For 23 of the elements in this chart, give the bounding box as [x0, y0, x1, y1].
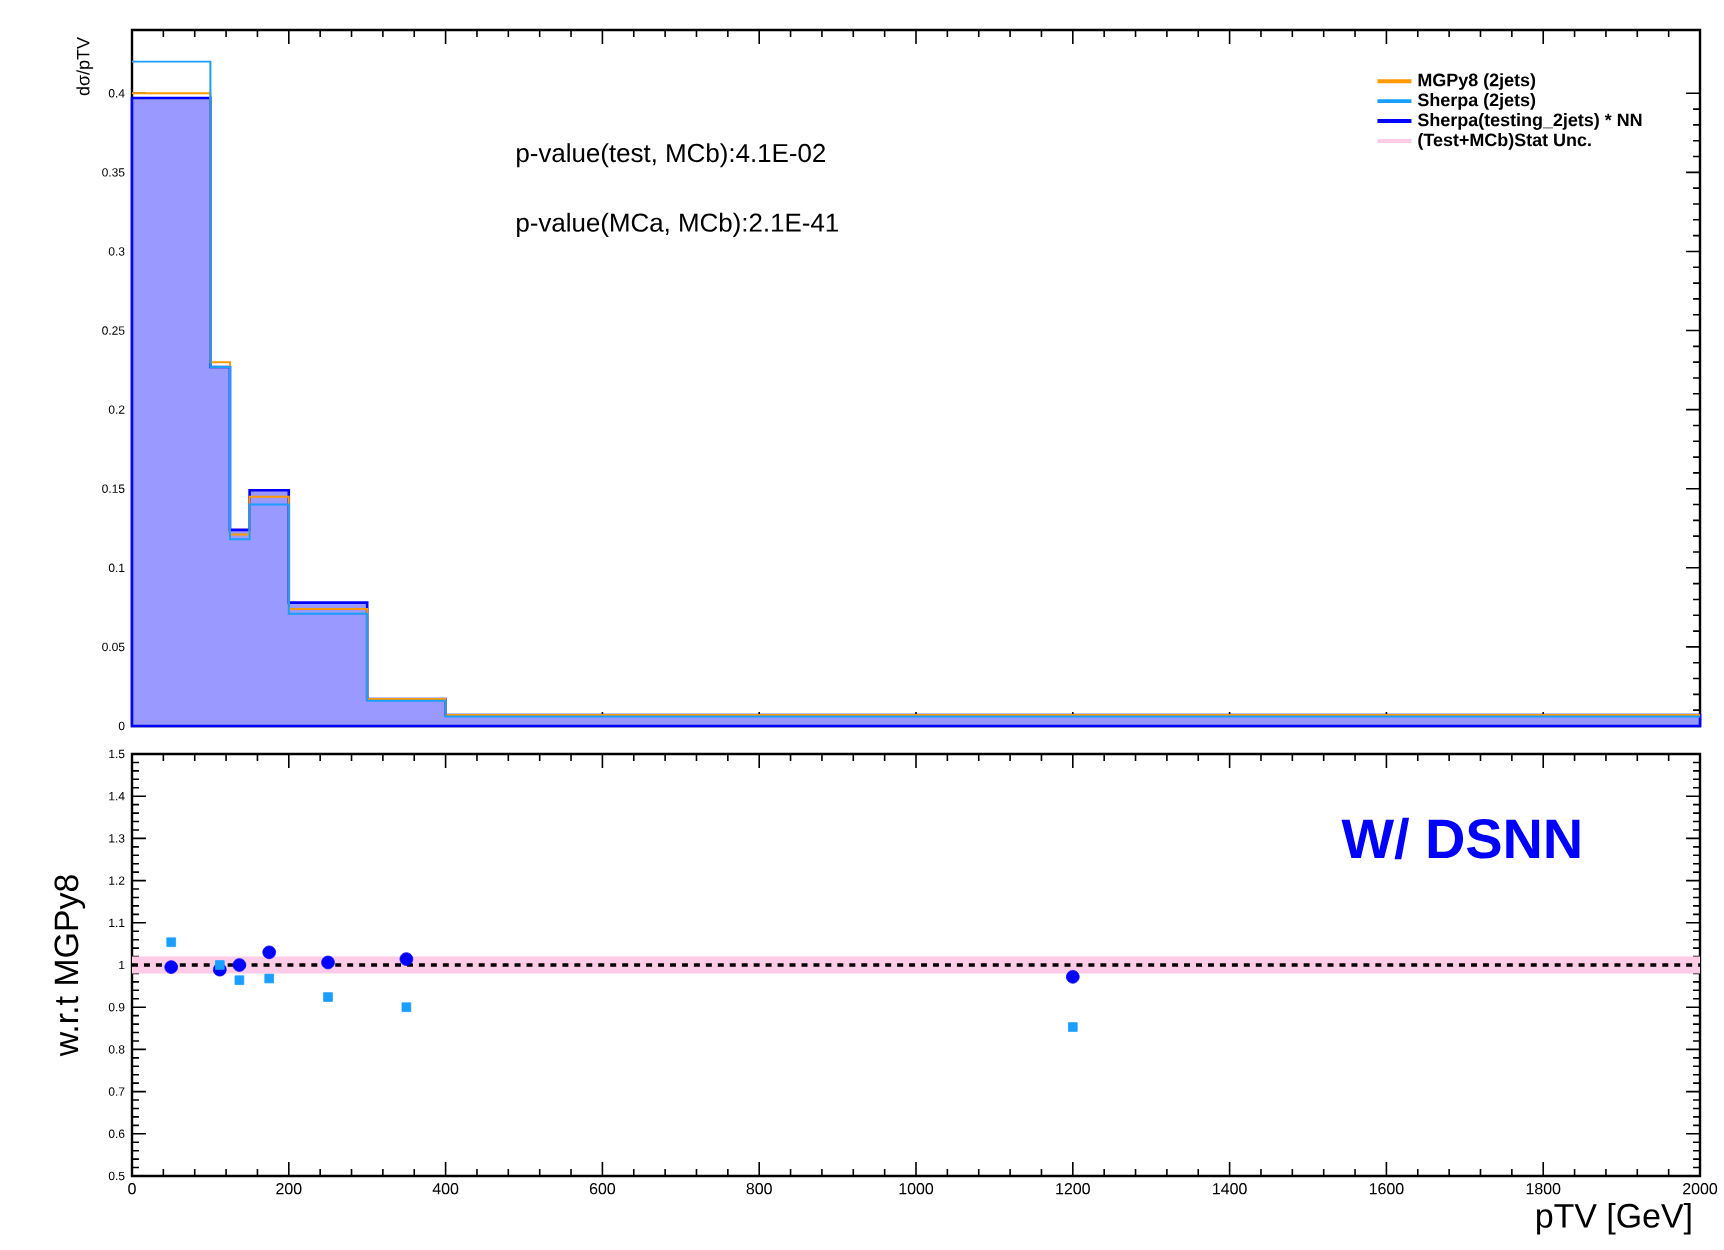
legend-label: Sherpa (2jets) [1417, 93, 1536, 110]
point [1068, 1022, 1078, 1032]
point [399, 952, 414, 966]
point [262, 945, 276, 960]
point [164, 960, 178, 974]
point [321, 955, 335, 970]
annotation: W/ DSNN [1341, 817, 1580, 860]
annotation: p-value(MCa, MCb):2.1E-41 [517, 212, 838, 237]
text: (Test+MCb)Stat Unc. [1418, 133, 1591, 150]
legend-label: MGPy8 (2jets) [1418, 73, 1536, 90]
legend-label: Sherpa(testing_2jets) * NN [1417, 113, 1642, 130]
annotation: p-value(test, MCb):4.1E-02 [517, 143, 825, 168]
y-axis-title: w.r.t MGPy8 [54, 875, 86, 1057]
x-axis-title: pTV [GeV] [1537, 1202, 1691, 1235]
point [215, 960, 225, 970]
point [166, 937, 176, 947]
point [323, 992, 333, 1002]
point [401, 1002, 412, 1012]
point [1066, 970, 1080, 984]
point [234, 975, 245, 985]
y-axis-title: dσ/pTV [76, 37, 94, 96]
point [264, 973, 274, 984]
point [232, 958, 247, 972]
